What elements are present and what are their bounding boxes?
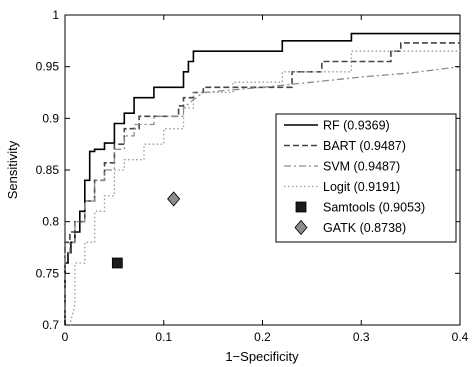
y-tick-label: 0.85 — [36, 163, 60, 177]
y-tick-label: 1 — [52, 8, 59, 22]
legend-label-point-1: Samtools (0.9053) — [323, 201, 425, 215]
x-axis-label: 1−Specificity — [225, 349, 299, 364]
legend-box — [275, 113, 457, 243]
x-tick-label: 0.3 — [353, 330, 370, 344]
legend-label-2: BART (0.9487) — [323, 139, 406, 153]
x-tick-label: 0.4 — [452, 330, 469, 344]
y-tick-label: 0.8 — [42, 215, 59, 229]
y-tick-label: 0.7 — [42, 318, 59, 332]
points-layer — [111, 191, 181, 269]
legend-label-4: Logit (0.9191) — [323, 180, 400, 194]
y-axis-label: Sensitivity — [5, 140, 20, 199]
x-axis-ticks: 0 0.1 0.2 0.3 0.4 — [62, 15, 469, 344]
y-tick-label: 0.9 — [42, 111, 59, 125]
series-line-3 — [64, 66, 461, 325]
point-marker-1 — [111, 257, 123, 269]
legend-marker-2 — [294, 219, 308, 236]
point-marker-2 — [167, 191, 181, 207]
legend-label-1: RF (0.9369) — [323, 119, 390, 133]
x-tick-label: 0 — [62, 330, 69, 344]
x-tick-label: 0.1 — [155, 330, 172, 344]
y-tick-label: 0.75 — [36, 266, 60, 280]
legend-label-point-2: GATK (0.8738) — [323, 221, 406, 235]
y-axis-ticks: 0.7 0.75 0.8 0.85 0.9 0.95 1 — [36, 8, 460, 332]
y-tick-label: 0.95 — [36, 60, 60, 74]
legend: RF (0.9369) BART (0.9487) SVM (0.9487) Logi… — [275, 113, 457, 243]
x-tick-label: 0.2 — [254, 330, 271, 344]
legend-label-3: SVM (0.9487) — [323, 160, 400, 174]
series-layer — [64, 32, 461, 326]
legend-marker-1 — [295, 201, 307, 213]
